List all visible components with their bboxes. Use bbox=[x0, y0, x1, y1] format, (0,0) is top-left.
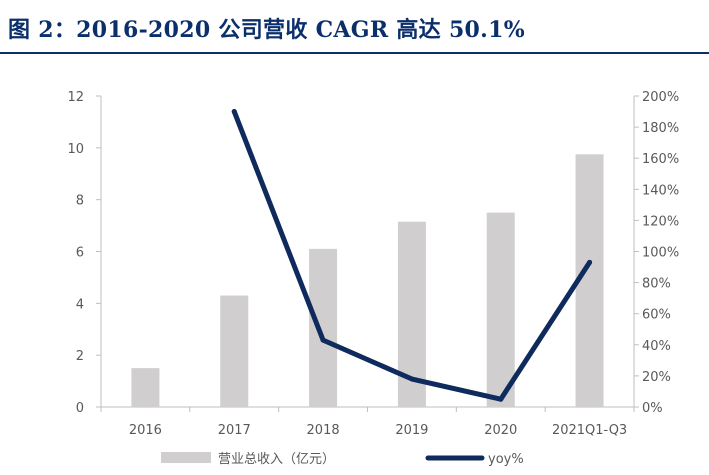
x-axis-tick-label: 2019 bbox=[395, 423, 428, 438]
left-axis-tick-label: 2 bbox=[76, 349, 84, 364]
yoy-point bbox=[587, 259, 593, 265]
left-axis-tick-label: 6 bbox=[76, 246, 84, 261]
legend-bar-swatch bbox=[161, 452, 211, 463]
revenue-bar bbox=[309, 248, 338, 407]
right-axis-tick-label: 20% bbox=[642, 370, 671, 385]
right-axis-tick-label: 100% bbox=[642, 246, 679, 261]
x-axis-tick-label: 2016 bbox=[129, 423, 162, 438]
right-axis-tick-label: 160% bbox=[642, 152, 679, 167]
right-axis-tick-label: 80% bbox=[642, 277, 671, 292]
yoy-point bbox=[320, 337, 326, 343]
yoy-point bbox=[498, 396, 504, 402]
right-axis-tick-label: 40% bbox=[642, 339, 671, 354]
x-axis-tick-label: 2018 bbox=[307, 423, 340, 438]
right-axis-tick-label: 0% bbox=[642, 401, 663, 416]
revenue-bar bbox=[131, 368, 160, 407]
left-axis-tick-label: 0 bbox=[76, 401, 84, 416]
left-axis-tick-label: 8 bbox=[76, 194, 84, 209]
right-axis-tick-label: 120% bbox=[642, 214, 679, 229]
x-axis-tick-label: 2020 bbox=[484, 423, 517, 438]
right-axis-tick-label: 200% bbox=[642, 90, 679, 105]
right-axis-tick-label: 180% bbox=[642, 121, 679, 136]
right-axis-tick-label: 140% bbox=[642, 183, 679, 198]
yoy-point bbox=[409, 376, 415, 382]
yoy-point bbox=[231, 109, 237, 115]
left-axis-tick-label: 10 bbox=[67, 142, 84, 157]
figure-title: 图 2：2016-2020 公司营收 CAGR 高达 50.1% bbox=[8, 17, 525, 43]
legend-line-label: yoy% bbox=[488, 452, 524, 467]
revenue-bar bbox=[486, 212, 515, 407]
x-axis-tick-label: 2021Q1-Q3 bbox=[552, 423, 627, 438]
right-axis-tick-label: 60% bbox=[642, 308, 671, 323]
legend-bar-label: 营业总收入（亿元） bbox=[218, 452, 335, 467]
left-axis-tick-label: 4 bbox=[76, 297, 84, 312]
left-axis-tick-label: 12 bbox=[67, 90, 84, 105]
title-divider bbox=[0, 52, 709, 54]
x-axis-tick-label: 2017 bbox=[218, 423, 251, 438]
revenue-bar bbox=[220, 295, 249, 407]
